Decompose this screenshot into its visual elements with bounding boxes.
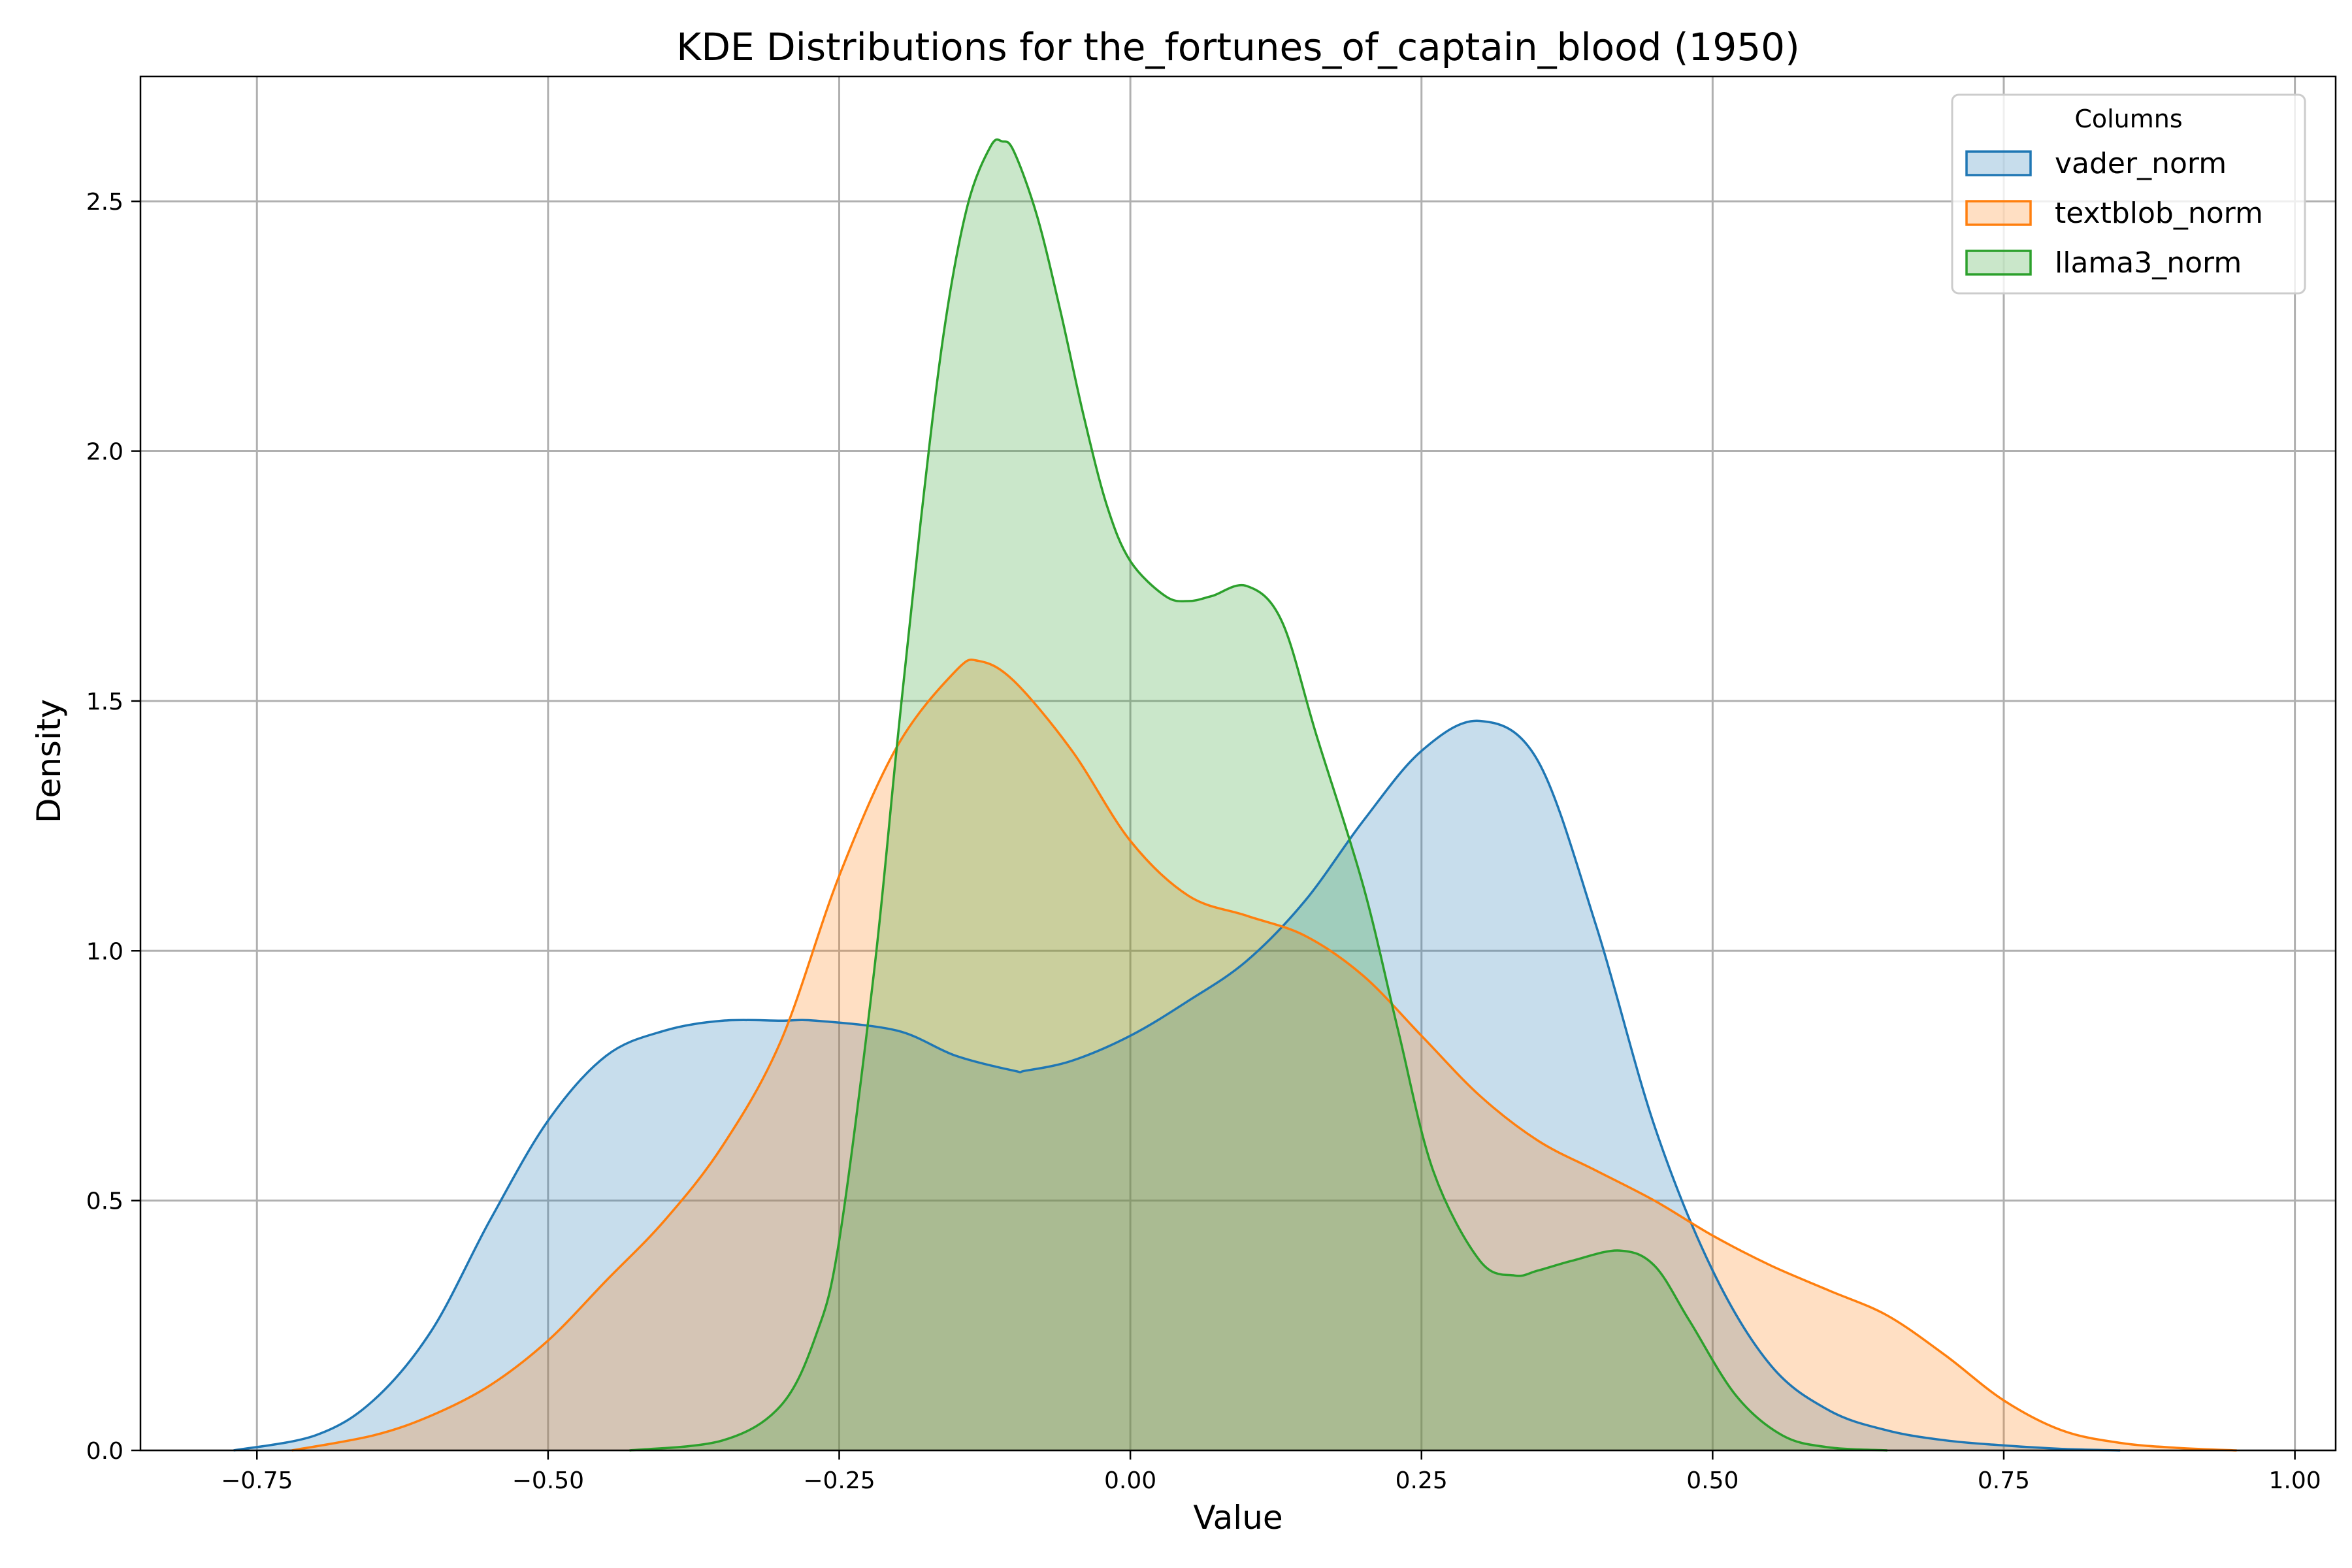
x-tick-label: 0.75	[1978, 1467, 2030, 1494]
x-tick-label: 0.50	[1686, 1467, 1739, 1494]
legend-label-llama3_norm: llama3_norm	[2055, 246, 2242, 280]
x-axis-label: Value	[1193, 1499, 1282, 1537]
legend-swatch-vader_norm	[1965, 150, 2032, 176]
kde-areas	[233, 139, 2237, 1450]
legend-swatch-textblob_norm	[1965, 200, 2032, 226]
x-tick-label: 1.00	[2269, 1467, 2321, 1494]
y-tick-label: 2.0	[86, 439, 123, 466]
vader_norm-line	[233, 719, 2121, 1452]
x-tick-label: 0.25	[1396, 1467, 1448, 1494]
textblob_norm-line	[291, 659, 2237, 1452]
legend-label-textblob_norm: textblob_norm	[2055, 197, 2263, 230]
y-axis-ticks: 0.0 0.5 1.0 1.5 2.0 2.5	[86, 189, 140, 1465]
x-tick-label: 0.00	[1104, 1467, 1156, 1494]
legend-title: Columns	[2074, 105, 2182, 133]
legend-items: vader_norm textblob_norm llama3_norm	[1965, 147, 2263, 280]
x-tick-label: −0.50	[512, 1467, 584, 1494]
legend-swatch-llama3_norm	[1965, 250, 2032, 276]
y-tick-label: 1.0	[86, 938, 123, 965]
plot-frame	[139, 75, 2337, 1452]
x-tick-label: −0.25	[803, 1467, 875, 1494]
y-axis-label: Density	[30, 699, 68, 823]
y-tick-label: 2.5	[86, 189, 123, 216]
legend: Columns vader_norm textblob_norm llama3_no…	[1951, 93, 2306, 295]
legend-label-vader_norm: vader_norm	[2055, 147, 2227, 180]
chart-title: KDE Distributions for the_fortunes_of_ca…	[676, 25, 1799, 69]
y-tick-label: 0.0	[86, 1438, 123, 1465]
x-axis-ticks: −0.75 −0.50 −0.25 0.00 0.25 0.50 0.75 1.00	[221, 1450, 2321, 1494]
llama3_norm-area	[629, 139, 1887, 1450]
legend-box	[1951, 93, 2306, 295]
llama3_norm-line	[629, 138, 1887, 1452]
kde-lines	[233, 138, 2237, 1452]
textblob_norm-area	[291, 659, 2237, 1450]
y-tick-label: 0.5	[86, 1188, 123, 1215]
y-tick-label: 1.5	[86, 689, 123, 715]
x-tick-label: −0.75	[221, 1467, 293, 1494]
vader_norm-area	[233, 721, 2121, 1450]
